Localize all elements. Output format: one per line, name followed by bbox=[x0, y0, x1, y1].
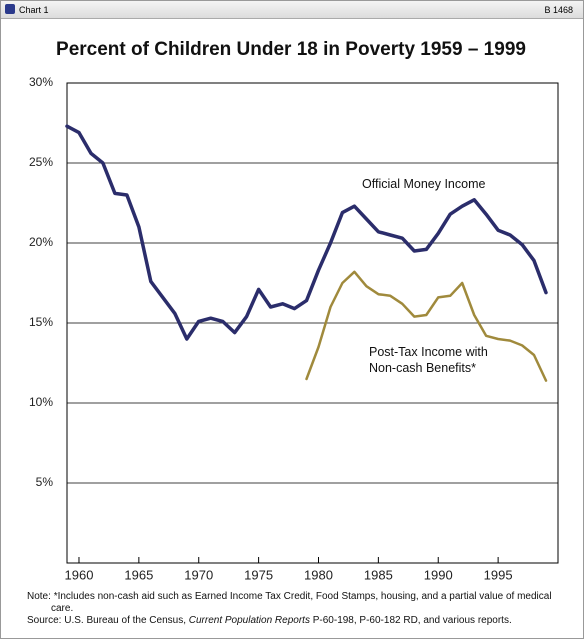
x-tick-label: 1985 bbox=[364, 567, 393, 582]
x-tick-label: 1995 bbox=[484, 567, 513, 582]
note-label: Note: bbox=[27, 591, 51, 602]
series-label: Post-Tax Income with Non-cash Benefits* bbox=[369, 345, 488, 375]
series-label: Official Money Income bbox=[362, 177, 486, 191]
x-tick-label: 1965 bbox=[124, 567, 153, 582]
source-text: U.S. Bureau of the Census, bbox=[64, 615, 186, 626]
note: Note: *Includes non-cash aid such as Ear… bbox=[27, 591, 557, 615]
y-tick-label: 20% bbox=[29, 235, 53, 249]
y-tick-label: 5% bbox=[36, 475, 54, 489]
x-tick-label: 1970 bbox=[184, 567, 213, 582]
header-right: B 1468 bbox=[544, 5, 573, 15]
header-left: Chart 1 bbox=[19, 5, 49, 15]
x-tick-label: 1990 bbox=[424, 567, 453, 582]
icon bbox=[5, 4, 15, 14]
x-tick-label: 1975 bbox=[244, 567, 273, 582]
y-tick-label: 15% bbox=[29, 315, 53, 329]
source: Source: U.S. Bureau of the Census, Curre… bbox=[27, 615, 557, 627]
chart: Percent of Children Under 18 in Poverty … bbox=[29, 39, 559, 582]
note-text: *Includes non-cash aid such as Earned In… bbox=[51, 591, 552, 614]
series-line bbox=[65, 124, 548, 341]
source-title: Current Population Reports bbox=[188, 615, 310, 626]
y-tick-label: 10% bbox=[29, 395, 53, 409]
x-tick-label: 1960 bbox=[65, 567, 94, 582]
notes: Note: *Includes non-cash aid such as Ear… bbox=[27, 591, 557, 627]
series-line bbox=[305, 270, 548, 382]
source-text: P-60-198, P-60-182 RD, and various repor… bbox=[312, 615, 512, 626]
chart-title: Percent of Children Under 18 in Poverty … bbox=[56, 39, 526, 60]
x-tick-label: 1980 bbox=[304, 567, 333, 582]
y-tick-label: 30% bbox=[29, 75, 53, 89]
source-label: Source: bbox=[27, 615, 62, 626]
y-tick-label: 25% bbox=[29, 155, 53, 169]
header-bar: Chart 1 B 1468 bbox=[1, 1, 583, 19]
